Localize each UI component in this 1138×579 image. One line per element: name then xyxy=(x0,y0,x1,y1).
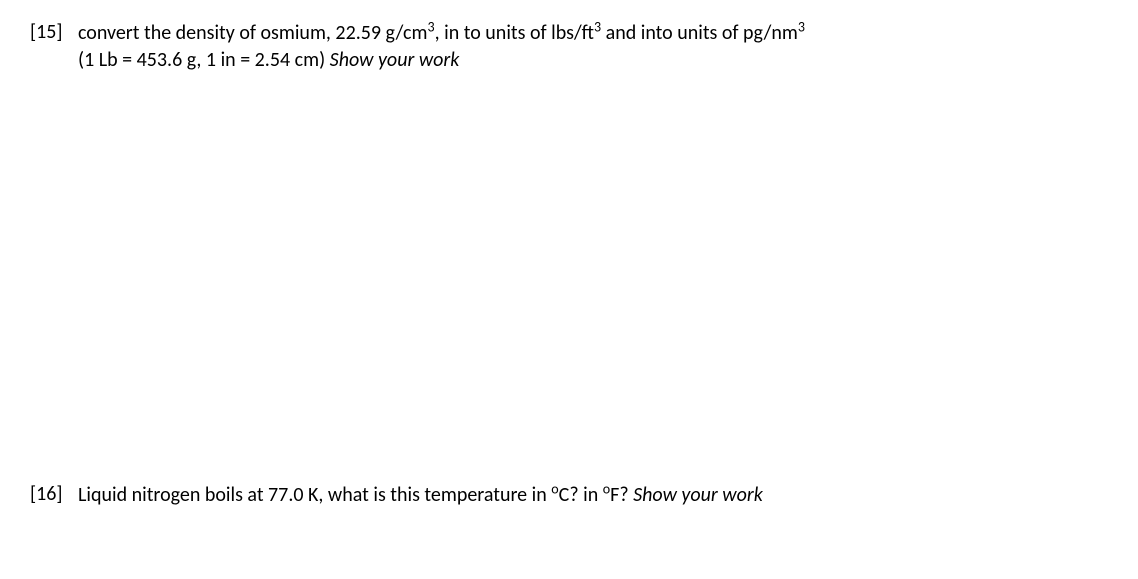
question-number: [15] xyxy=(30,20,78,44)
question-16: [16] Liquid nitrogen boils at 77.0 K, wh… xyxy=(30,482,1108,509)
work-space-15 xyxy=(30,82,1108,482)
superscript-3a: 3 xyxy=(427,18,434,35)
q16-text-part1: Liquid nitrogen boils at 77.0 K, what is… xyxy=(78,483,551,507)
show-work-instruction: Show your work xyxy=(330,48,460,72)
q15-conversion-factors: (1 Lb = 453.6 g, 1 in = 2.54 cm) xyxy=(78,48,330,72)
question-number: [16] xyxy=(30,482,78,506)
question-15: [15] convert the density of osmium, 22.5… xyxy=(30,20,1108,74)
q15-text-part2: , in to units of lbs/ft xyxy=(435,21,594,45)
degree-symbol-c: o xyxy=(551,480,558,497)
question-body: convert the density of osmium, 22.59 g/c… xyxy=(78,20,1108,74)
q16-unit-f: F? xyxy=(610,483,633,507)
document-page: [15] convert the density of osmium, 22.5… xyxy=(0,0,1138,579)
q15-text-part1: convert the density of osmium, 22.59 g/c… xyxy=(78,21,427,45)
superscript-3c: 3 xyxy=(798,18,805,35)
question-body: Liquid nitrogen boils at 77.0 K, what is… xyxy=(78,482,1108,509)
q16-unit-c: C? in xyxy=(559,483,603,507)
q15-text-part3: and into units of pg/nm xyxy=(601,21,798,45)
show-work-instruction: Show your work xyxy=(633,483,763,507)
